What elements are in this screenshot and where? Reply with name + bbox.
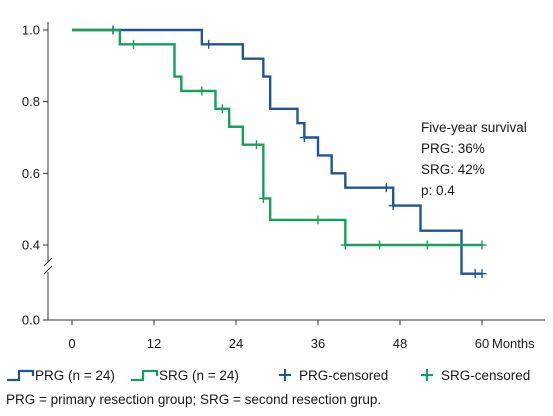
censor-mark bbox=[477, 269, 487, 279]
legend-step-swatch bbox=[131, 369, 159, 382]
censor-mark bbox=[204, 39, 214, 49]
legend-item: PRG (n = 24) bbox=[7, 368, 115, 383]
x-tick-label: 24 bbox=[229, 336, 243, 351]
censor-mark bbox=[477, 240, 487, 250]
x-unit-label: Months bbox=[492, 336, 535, 351]
legend-label: PRG (n = 24) bbox=[35, 368, 115, 383]
series-1 bbox=[72, 28, 487, 250]
y-tick-label: 0.4 bbox=[22, 238, 40, 253]
censor-mark bbox=[217, 104, 227, 114]
y-tick-label: 0.8 bbox=[22, 94, 40, 109]
x-tick-label: 0 bbox=[68, 336, 75, 351]
censor-mark bbox=[197, 86, 207, 96]
footnote: PRG = primary resection group; SRG = sec… bbox=[6, 392, 382, 407]
legend: PRG (n = 24) SRG (n = 24) PRG-censored SRG-… bbox=[7, 368, 530, 383]
censor-mark bbox=[381, 183, 391, 193]
survival-step-line bbox=[72, 28, 482, 275]
x-tick-label: 12 bbox=[147, 336, 161, 351]
censor-mark bbox=[388, 201, 398, 211]
censor-mark bbox=[340, 240, 350, 250]
annotation-line: PRG: 36% bbox=[421, 141, 485, 156]
annotation: Five-year survival PRG: 36% SRG: 42% p: 0.4 bbox=[421, 120, 527, 198]
censor-mark bbox=[313, 215, 323, 225]
axes: 0.0 0.4 0.6 0.8 1.0 0 12 24 36 48 60 Months bbox=[22, 22, 545, 351]
series-layer bbox=[72, 25, 487, 279]
annotation-line: p: 0.4 bbox=[421, 183, 455, 198]
survival-chart: 0.0 0.4 0.6 0.8 1.0 0 12 24 36 48 60 Months Five-ye… bbox=[7, 22, 545, 383]
x-tick-label: 36 bbox=[311, 336, 325, 351]
legend-label: SRG (n = 24) bbox=[159, 368, 239, 383]
survival-step-line bbox=[72, 28, 482, 247]
censor-mark bbox=[299, 133, 309, 142]
y-tick-label: 1.0 bbox=[22, 23, 40, 38]
y-tick-label: 0.0 bbox=[22, 313, 40, 328]
legend-label: SRG-censored bbox=[441, 368, 530, 383]
censor-mark bbox=[258, 193, 268, 203]
y-tick-label: 0.6 bbox=[22, 166, 40, 181]
x-tick-label: 60 bbox=[475, 336, 489, 351]
legend-step-swatch bbox=[7, 369, 35, 382]
legend-item: SRG-censored bbox=[421, 368, 530, 383]
censor-mark bbox=[375, 240, 384, 250]
legend-label: PRG-censored bbox=[299, 368, 388, 383]
axis-break-mark bbox=[43, 257, 53, 267]
legend-item: SRG (n = 24) bbox=[131, 368, 239, 383]
censor-mark bbox=[252, 140, 261, 150]
annotation-line: Five-year survival bbox=[421, 120, 527, 135]
axis-break-mark bbox=[43, 265, 53, 275]
annotation-line: SRG: 42% bbox=[421, 162, 485, 177]
x-tick-label: 48 bbox=[393, 336, 407, 351]
censor-mark bbox=[422, 240, 432, 250]
censor-mark bbox=[129, 39, 138, 49]
legend-item: PRG-censored bbox=[279, 368, 388, 383]
